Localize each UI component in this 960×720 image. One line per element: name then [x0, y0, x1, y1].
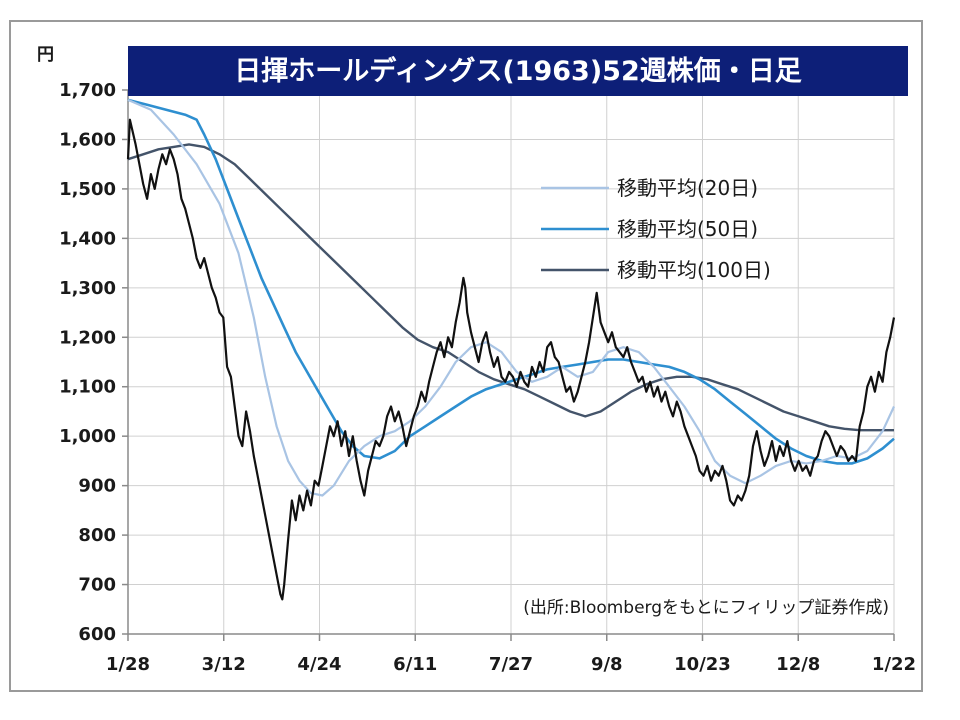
- legend-label-ma20: 移動平均(20日): [617, 176, 758, 200]
- x-tick-label-0: 1/28: [106, 654, 150, 675]
- y-tick-label-10: 700: [78, 575, 116, 596]
- source-note: (出所:Bloombergをもとにフィリップ証券作成): [523, 598, 889, 618]
- x-tick-label-7: 12/8: [776, 654, 820, 675]
- chart-frame: 1,700 1,600 1,500 1,400 1,300 1,200 1,100 1,000…: [9, 20, 923, 692]
- y-unit-label: 円: [37, 45, 54, 65]
- y-tick-label-1: 1,600: [59, 129, 116, 150]
- y-tick-labels: 1,700 1,600 1,500 1,400 1,300 1,200 1,100 1,000…: [59, 80, 128, 645]
- x-tick-labels: 1/28 3/12 4/24 6/11 7/27 9/8 10/23 12/8 1/22: [106, 634, 916, 675]
- x-tick-label-3: 6/11: [393, 654, 437, 675]
- y-tick-label-2: 1,500: [59, 179, 116, 200]
- x-tick-label-2: 4/24: [297, 654, 341, 675]
- legend-label-ma100: 移動平均(100日): [617, 258, 771, 282]
- series-line-ma50: [127, 98, 895, 465]
- chart-svg: 1,700 1,600 1,500 1,400 1,300 1,200 1,100 1,000…: [37, 45, 916, 675]
- x-tick-label-5: 9/8: [591, 654, 623, 675]
- series-line-price: [126, 118, 896, 601]
- x-tick-label-6: 10/23: [674, 654, 731, 675]
- y-tick-label-8: 900: [78, 476, 116, 497]
- legend: 移動平均(20日) 移動平均(50日) 移動平均(100日): [541, 176, 771, 282]
- x-tick-label-8: 1/22: [872, 654, 916, 675]
- series-line-ma100: [127, 143, 894, 432]
- chart-title: 日揮ホールディングス(1963)52週株価・日足: [234, 55, 802, 87]
- y-tick-label-4: 1,300: [59, 278, 116, 299]
- chart-title-banner: 日揮ホールディングス(1963)52週株価・日足: [128, 46, 908, 96]
- y-tick-label-9: 800: [78, 525, 116, 546]
- y-tick-label-6: 1,100: [59, 377, 116, 398]
- y-tick-label-11: 600: [78, 624, 116, 645]
- title-background: [128, 46, 908, 96]
- x-tick-label-4: 7/27: [489, 654, 533, 675]
- x-tick-label-1: 3/12: [202, 654, 246, 675]
- series-line-ma20: [127, 98, 895, 497]
- y-tick-label-5: 1,200: [59, 327, 116, 348]
- legend-label-ma50: 移動平均(50日): [617, 217, 758, 241]
- y-tick-label-7: 1,000: [59, 426, 116, 447]
- y-tick-label-3: 1,400: [59, 228, 116, 249]
- series-lines: [126, 98, 896, 601]
- y-tick-label-0: 1,700: [59, 80, 116, 101]
